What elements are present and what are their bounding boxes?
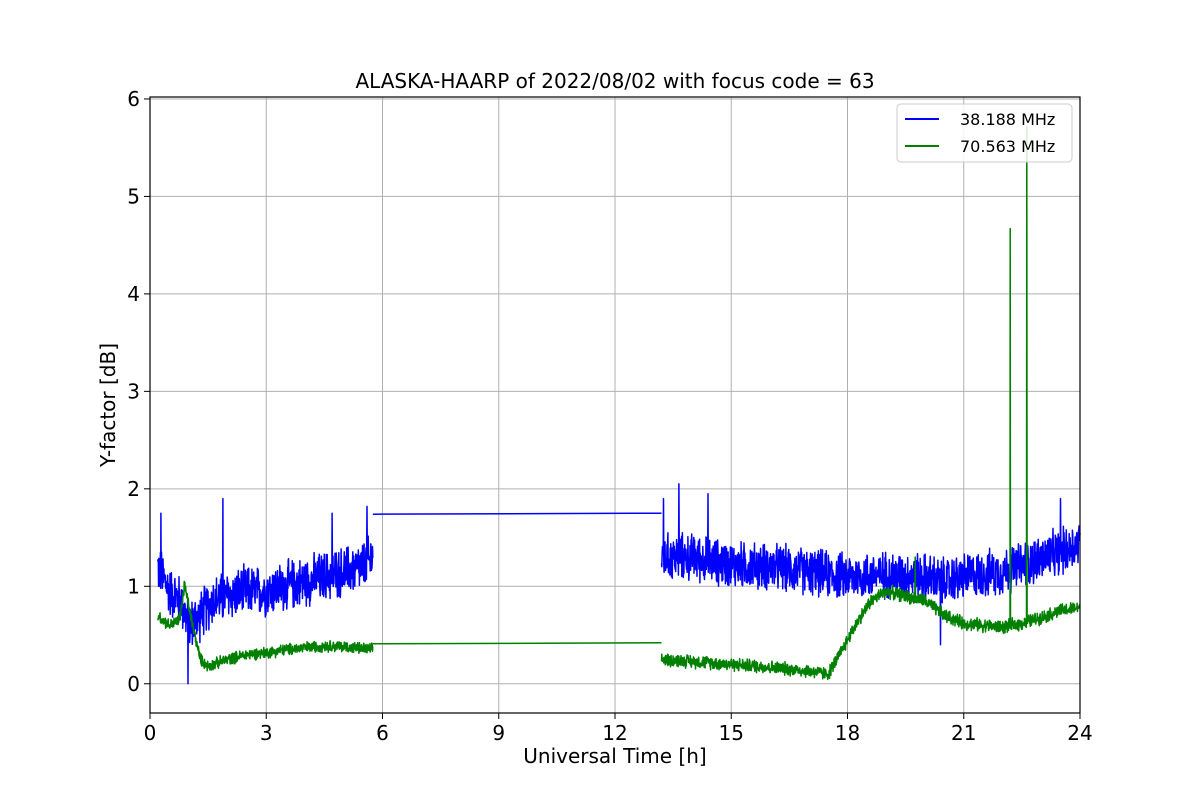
series-70-563-mhz-segment-2 <box>660 125 1081 681</box>
x-tick-label: 12 <box>602 721 627 745</box>
chart-title: ALASKA-HAARP of 2022/08/02 with focus co… <box>355 69 874 93</box>
y-axis-label: Y-factor [dB] <box>96 343 120 468</box>
y-tick-label: 3 <box>127 379 140 403</box>
y-tick-label: 4 <box>127 282 140 306</box>
series-38-188-mhz-segment-1 <box>372 512 662 515</box>
y-tick-label: 0 <box>127 672 140 696</box>
x-tick-label: 3 <box>260 721 273 745</box>
x-axis-label: Universal Time [h] <box>523 744 706 768</box>
x-tick-label: 21 <box>951 721 976 745</box>
grid <box>149 97 1081 713</box>
x-tick-label: 0 <box>144 721 157 745</box>
legend-label-38-188-mhz: 38.188 MHz <box>960 110 1055 129</box>
series-70-563-mhz-segment-0 <box>157 580 374 672</box>
legend: 38.188 MHz 70.563 MHz <box>896 103 1073 163</box>
x-tick-label: 9 <box>492 721 505 745</box>
series-70-563-mhz-segment-1 <box>372 642 662 645</box>
legend-box <box>896 103 1073 163</box>
y-tick-label: 1 <box>127 574 140 598</box>
y-tick-label: 6 <box>127 87 140 111</box>
legend-label-70-563-mhz: 70.563 MHz <box>960 137 1055 156</box>
y-tick-label: 5 <box>127 184 140 208</box>
y-tick-label: 2 <box>127 477 140 501</box>
x-tick-label: 6 <box>376 721 389 745</box>
series-layer <box>157 125 1081 685</box>
x-tick-label: 15 <box>719 721 744 745</box>
x-tick-label: 18 <box>835 721 860 745</box>
x-tick-label: 24 <box>1067 721 1092 745</box>
